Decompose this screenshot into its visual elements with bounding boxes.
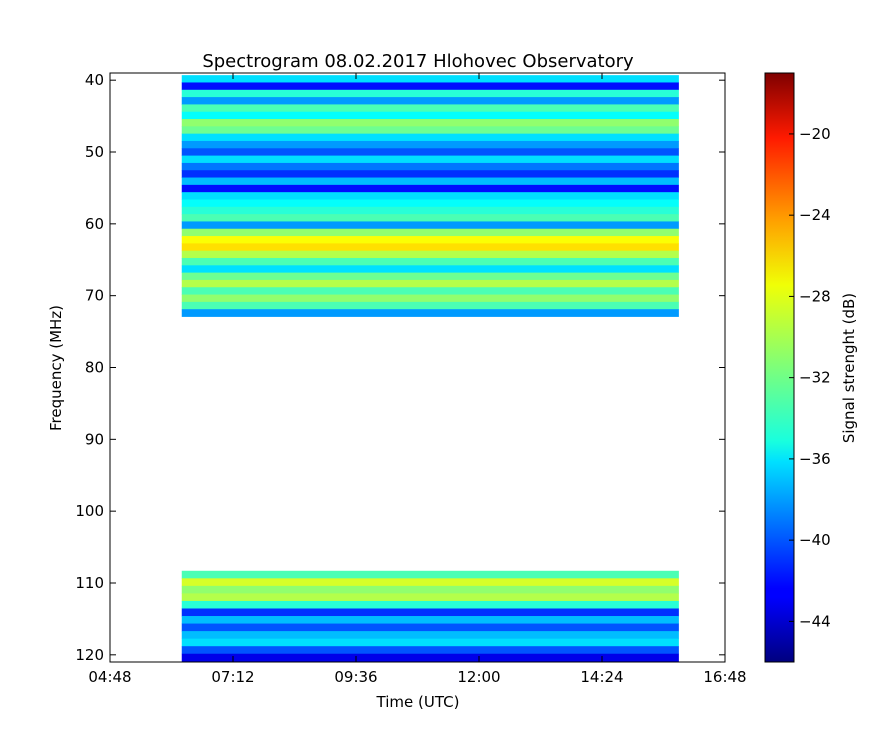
heatmap-row-band1-69mhz: [181, 287, 679, 295]
x-axis-label: Time (UTC): [376, 693, 460, 711]
y-tick-label: 40: [85, 71, 104, 89]
heatmap-row-band1-68mhz: [181, 279, 679, 288]
heatmap-row-band1-57mhz: [181, 199, 679, 208]
heatmap-row-band1-44mhz: [181, 104, 679, 113]
heatmap-row-band2-112mhz: [181, 593, 679, 602]
x-tick-label: 07:12: [211, 668, 254, 686]
heatmap-row-band1-72mhz: [181, 309, 679, 317]
heatmap-row-band1-49mhz: [181, 140, 679, 149]
heatmap-row-band1-58mhz: [181, 206, 679, 215]
heatmap-row-band1-54mhz: [181, 177, 679, 186]
y-tick-label: 70: [85, 287, 104, 305]
heatmap-row-band1-61mhz: [181, 228, 679, 237]
heatmap-row-band1-59mhz: [181, 214, 679, 222]
heatmap-row-band1-42mhz: [181, 89, 679, 98]
heatmap-row-band1-48mhz: [181, 133, 679, 142]
heatmap-row-band2-109mhz: [181, 570, 679, 579]
colorbar-axis: −20 −24 −28 −32 −36 −40 −44: [789, 125, 831, 630]
colorbar: [764, 72, 795, 663]
heatmap-row-band1-52mhz: [181, 162, 679, 171]
heatmap-row-band2-111mhz: [181, 585, 679, 594]
heatmap-row-band1-51mhz: [181, 155, 679, 164]
heatmap-row-band1-45mhz: [181, 111, 679, 120]
x-tick-label: 09:36: [334, 668, 377, 686]
heatmap-row-band1-55mhz: [181, 184, 679, 193]
colorbar-tick-label: −36: [799, 450, 831, 468]
heatmap-row-band2-118mhz: [181, 638, 679, 647]
heatmap-row-band1-40mhz: [181, 75, 679, 83]
heatmap-row-band1-50mhz: [181, 148, 679, 156]
heatmap-row-band2-117mhz: [181, 631, 679, 640]
heatmap-row-band1-53mhz: [181, 170, 679, 178]
y-axis-label: Frequency (MHz): [47, 305, 65, 431]
heatmap-row-band1-63mhz: [181, 243, 679, 252]
colorbar-tick-label: −24: [799, 206, 831, 224]
heatmap-row-band1-62mhz: [181, 236, 679, 244]
heatmap-row-band1-65mhz: [181, 257, 679, 266]
x-tick-label: 04:48: [88, 668, 131, 686]
y-tick-label: 100: [75, 502, 104, 520]
heatmap-row-band2-115mhz: [181, 616, 679, 624]
chart-title: Spectrogram 08.02.2017 Hlohovec Observat…: [202, 51, 634, 72]
y-axis: 40 50 60 70 80 90 100 110 120: [75, 71, 725, 664]
y-tick-label: 120: [75, 646, 104, 664]
colorbar-label: Signal strenght (dB): [840, 293, 858, 443]
heatmap-row-band1-41mhz: [181, 82, 679, 91]
heatmap-row-band1-70mhz: [181, 294, 679, 303]
heatmap-row-band1-71mhz: [181, 301, 679, 310]
heatmap-row-band1-46mhz: [181, 119, 679, 127]
heatmap-row-band1-47mhz: [181, 126, 679, 135]
x-tick-label: 14:24: [580, 668, 623, 686]
colorbar-tick-label: −20: [799, 125, 831, 143]
heatmap-row-band1-56mhz: [181, 192, 679, 200]
colorbar-tick-label: −32: [799, 369, 831, 387]
heatmap-row-band1-43mhz: [181, 97, 679, 105]
heatmap-row-band2-116mhz: [181, 623, 679, 632]
heatmap-row-band1-64mhz: [181, 250, 679, 259]
heatmap-row-band2-114mhz: [181, 608, 679, 617]
x-axis: 04:48 07:12 09:36 12:00 14:24 16:48: [88, 73, 747, 686]
heatmap-row-band1-67mhz: [181, 272, 679, 281]
y-tick-label: 80: [85, 359, 104, 377]
heatmap-row-band2-113mhz: [181, 600, 679, 609]
heatmap-row-band2-110mhz: [181, 578, 679, 587]
heatmap-row-band2-119mhz: [181, 646, 679, 655]
x-tick-label: 12:00: [457, 668, 500, 686]
y-tick-label: 50: [85, 143, 104, 161]
y-tick-label: 90: [85, 430, 104, 448]
y-tick-label: 110: [75, 574, 104, 592]
colorbar-tick-label: −28: [799, 287, 831, 305]
colorbar-tick-label: −44: [799, 612, 831, 630]
colorbar-tick-label: −40: [799, 531, 831, 549]
heatmap-row-band2-120mhz: [181, 653, 679, 662]
y-tick-label: 60: [85, 215, 104, 233]
heatmap-cells: [181, 75, 679, 662]
heatmap-row-band1-60mhz: [181, 221, 679, 230]
heatmap-row-band1-66mhz: [181, 265, 679, 274]
x-tick-label: 16:48: [703, 668, 746, 686]
